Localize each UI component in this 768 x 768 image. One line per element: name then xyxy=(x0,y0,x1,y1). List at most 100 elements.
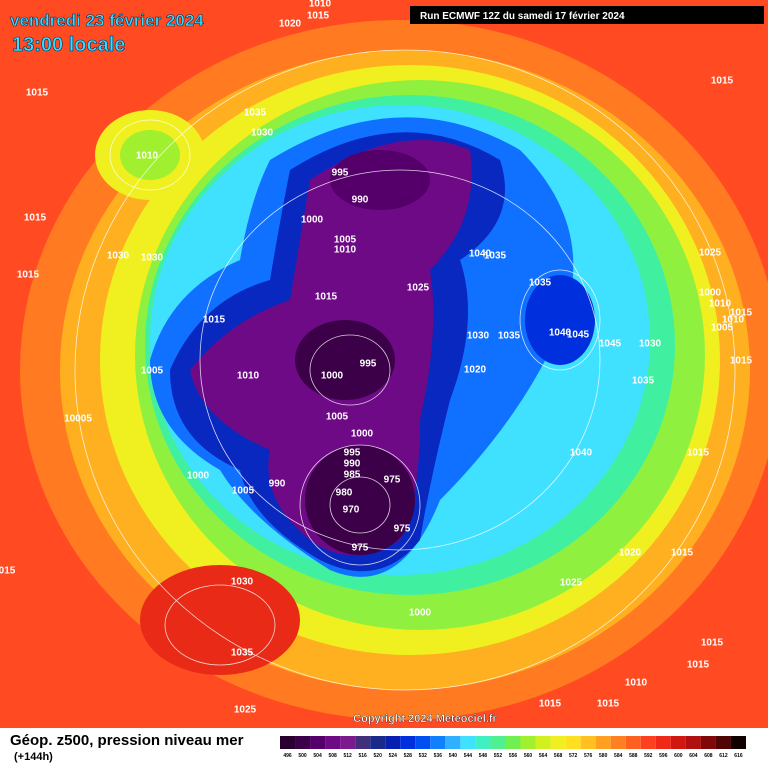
legend-tick-label: 592 xyxy=(644,753,653,759)
isobar-label: 1015 xyxy=(687,448,710,459)
legend-swatch xyxy=(550,736,566,749)
isobar-label: 1005 xyxy=(711,323,734,334)
copyright: Copyright 2024 Meteociel.fr xyxy=(353,713,497,725)
legend-swatch xyxy=(520,736,536,749)
legend-tick-label: 596 xyxy=(659,753,668,759)
legend-swatch xyxy=(640,736,656,749)
legend-tick-label: 532 xyxy=(419,753,428,759)
isobar-label: 1015 xyxy=(711,76,734,87)
isobar-label: 1020 xyxy=(619,548,642,559)
isobar-label: 970 xyxy=(343,505,360,516)
date-title: vendredi 23 février 2024 xyxy=(10,11,204,30)
legend-swatch xyxy=(280,736,296,749)
legend-tick-label: 496 xyxy=(283,753,292,759)
isobar-label: 1015 xyxy=(24,213,47,224)
isobar-label: 1035 xyxy=(498,331,521,342)
isobar-label: 1030 xyxy=(141,253,164,264)
legend-swatch xyxy=(580,736,596,749)
isobar-label: 1035 xyxy=(632,376,655,387)
isobar-label: 1015 xyxy=(687,660,710,671)
legend-swatch xyxy=(385,736,401,749)
isobar-label: 1015 xyxy=(597,699,620,710)
isobar-label: 1030 xyxy=(251,128,274,139)
isobar-label: 980 xyxy=(336,488,353,499)
isobar-label: 1010 xyxy=(709,299,732,310)
isobar-label: 1030 xyxy=(467,331,490,342)
legend-tick-label: 556 xyxy=(509,753,518,759)
isobar-labels: 1010101510201015103510301010995990100010… xyxy=(0,0,753,716)
isobar-label: 1040 xyxy=(549,328,572,339)
legend-tick-label: 500 xyxy=(298,753,307,759)
legend-swatch xyxy=(490,736,506,749)
isobar-label: 1035 xyxy=(529,278,552,289)
legend-swatch xyxy=(325,736,341,749)
isobar-label: 1005 xyxy=(141,366,164,377)
isobar-label: 975 xyxy=(384,475,401,486)
legend-tick-label: 564 xyxy=(539,753,548,759)
isobar-label: 1020 xyxy=(464,365,487,376)
legend-swatch xyxy=(340,736,356,749)
isobar-label: 990 xyxy=(344,459,361,470)
isobar-label: 1005 xyxy=(232,486,255,497)
isobar-label: 1015 xyxy=(307,11,330,22)
legend-tick-label: 508 xyxy=(328,753,337,759)
legend-tick-label: 552 xyxy=(494,753,503,759)
isobar-label: 985 xyxy=(344,470,361,481)
isobar-label: 1015 xyxy=(701,638,724,649)
legend-tick-label: 580 xyxy=(599,753,608,759)
legend-tick-label: 512 xyxy=(343,753,352,759)
footer-title: Géop. z500, pression niveau mer xyxy=(10,732,244,749)
isobar-label: 1000 xyxy=(301,215,324,226)
legend-swatch xyxy=(310,736,326,749)
legend-swatch xyxy=(460,736,476,749)
isobar-label: 1000 xyxy=(321,371,344,382)
legend-swatch xyxy=(610,736,626,749)
legend-tick-label: 560 xyxy=(524,753,533,759)
legend-swatch xyxy=(430,736,446,749)
isobar-label: 1040 xyxy=(469,249,492,260)
isobar-label: 1005 xyxy=(334,235,357,246)
legend-tick-label: 600 xyxy=(674,753,683,759)
isobar-label: 1015 xyxy=(26,88,49,99)
legend-swatch xyxy=(730,736,746,749)
isobar-label: 975 xyxy=(352,543,369,554)
map-background xyxy=(0,0,768,728)
isobar-label: 1025 xyxy=(699,248,722,259)
isobar-label: 1005 xyxy=(326,412,349,423)
legend-tick-label: 568 xyxy=(554,753,563,759)
legend-swatch xyxy=(625,736,641,749)
isobar-label: 1035 xyxy=(244,108,267,119)
legend-swatch xyxy=(565,736,581,749)
isobar-label: 975 xyxy=(394,524,411,535)
legend-tick-label: 536 xyxy=(434,753,443,759)
legend-tick-label: 544 xyxy=(464,753,473,759)
legend-tick-label: 612 xyxy=(719,753,728,759)
legend-tick-label: 572 xyxy=(569,753,578,759)
isobar-label: 1010 xyxy=(722,315,745,326)
isobar-label: 1000 xyxy=(409,608,432,619)
legend-swatch xyxy=(370,736,386,749)
isobar-label: 1000 xyxy=(351,429,374,440)
isobar-label: 1035 xyxy=(231,648,254,659)
legend-swatch xyxy=(715,736,731,749)
legend-swatch xyxy=(505,736,521,749)
footer-lead: (+144h) xyxy=(14,751,53,763)
legend-tick-label: 576 xyxy=(584,753,593,759)
legend-tick-label: 540 xyxy=(449,753,458,759)
legend-tick-label: 588 xyxy=(629,753,638,759)
isobar-label: 1025 xyxy=(560,578,583,589)
isobar-label: 1045 xyxy=(599,339,622,350)
isobar-label: 1015 xyxy=(203,315,226,326)
isobar-label: 015 xyxy=(0,566,16,577)
isobar-label: 1015 xyxy=(315,292,338,303)
legend-swatch xyxy=(670,736,686,749)
legend-tick-label: 616 xyxy=(734,753,743,759)
isobar-label: 1010 xyxy=(334,245,357,256)
legend-tick-label: 528 xyxy=(404,753,413,759)
isobar-label: 1045 xyxy=(567,330,590,341)
legend-tick-label: 584 xyxy=(614,753,623,759)
legend-tick-label: 520 xyxy=(374,753,383,759)
run-box xyxy=(410,6,764,24)
legend-swatch xyxy=(685,736,701,749)
